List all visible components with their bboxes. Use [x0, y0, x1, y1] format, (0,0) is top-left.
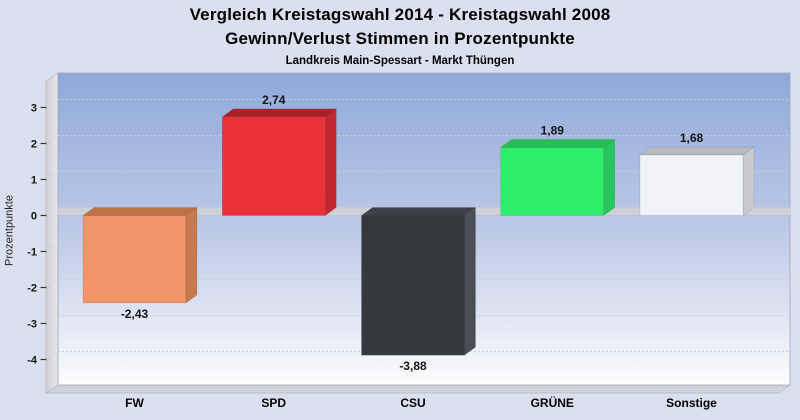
bar-top — [82, 207, 198, 216]
bar-front — [82, 215, 187, 304]
x-category-label: Sonstige — [666, 396, 717, 410]
bar-value-label: 2,74 — [262, 93, 286, 107]
x-category-label: SPD — [261, 396, 286, 410]
bar-value-label: 1,68 — [680, 131, 704, 145]
bar-top — [360, 207, 477, 216]
bar-side — [464, 207, 476, 356]
y-tick-label: -1 — [27, 246, 37, 258]
bar-side — [325, 108, 337, 216]
bar-top — [221, 108, 338, 118]
bar-front — [500, 147, 604, 216]
chart-left-wall — [45, 72, 59, 394]
bar-fw — [82, 207, 198, 304]
bar-spd — [221, 108, 338, 216]
chart-subtitle: Gewinn/Verlust Stimmen in Prozentpunkte — [225, 29, 575, 48]
y-tick-label: -2 — [27, 282, 37, 294]
bar-front — [222, 116, 326, 216]
chart-title: Vergleich Kreistagswahl 2014 - Kreistags… — [189, 5, 611, 24]
bar-grüne — [499, 138, 616, 216]
bar-side — [603, 138, 615, 216]
bar-value-label: 1,89 — [541, 123, 565, 137]
y-tick-label: 3 — [31, 102, 37, 114]
bar-value-label: -3,88 — [399, 359, 427, 373]
bar-top — [499, 139, 616, 148]
y-tick-label: 2 — [31, 138, 37, 150]
bar-front — [361, 215, 465, 356]
bar-side — [185, 207, 198, 304]
x-category-label: GRÜNE — [531, 395, 574, 410]
chart-floor — [44, 384, 792, 394]
x-category-label: FW — [125, 396, 144, 410]
y-tick-label: -3 — [27, 318, 37, 330]
bar-csu — [360, 207, 477, 356]
bar-front — [639, 154, 744, 216]
y-tick-label: -4 — [27, 354, 38, 366]
y-tick-label: 1 — [31, 174, 37, 186]
x-category-label: CSU — [400, 396, 425, 410]
bar-side — [742, 146, 755, 216]
y-tick-label: 0 — [31, 210, 37, 222]
bar-top — [639, 146, 755, 156]
chart-caption: Landkreis Main-Spessart - Markt Thüngen — [285, 55, 515, 67]
bar-sonstige — [639, 146, 755, 216]
bar-value-label: -2,43 — [121, 307, 149, 321]
